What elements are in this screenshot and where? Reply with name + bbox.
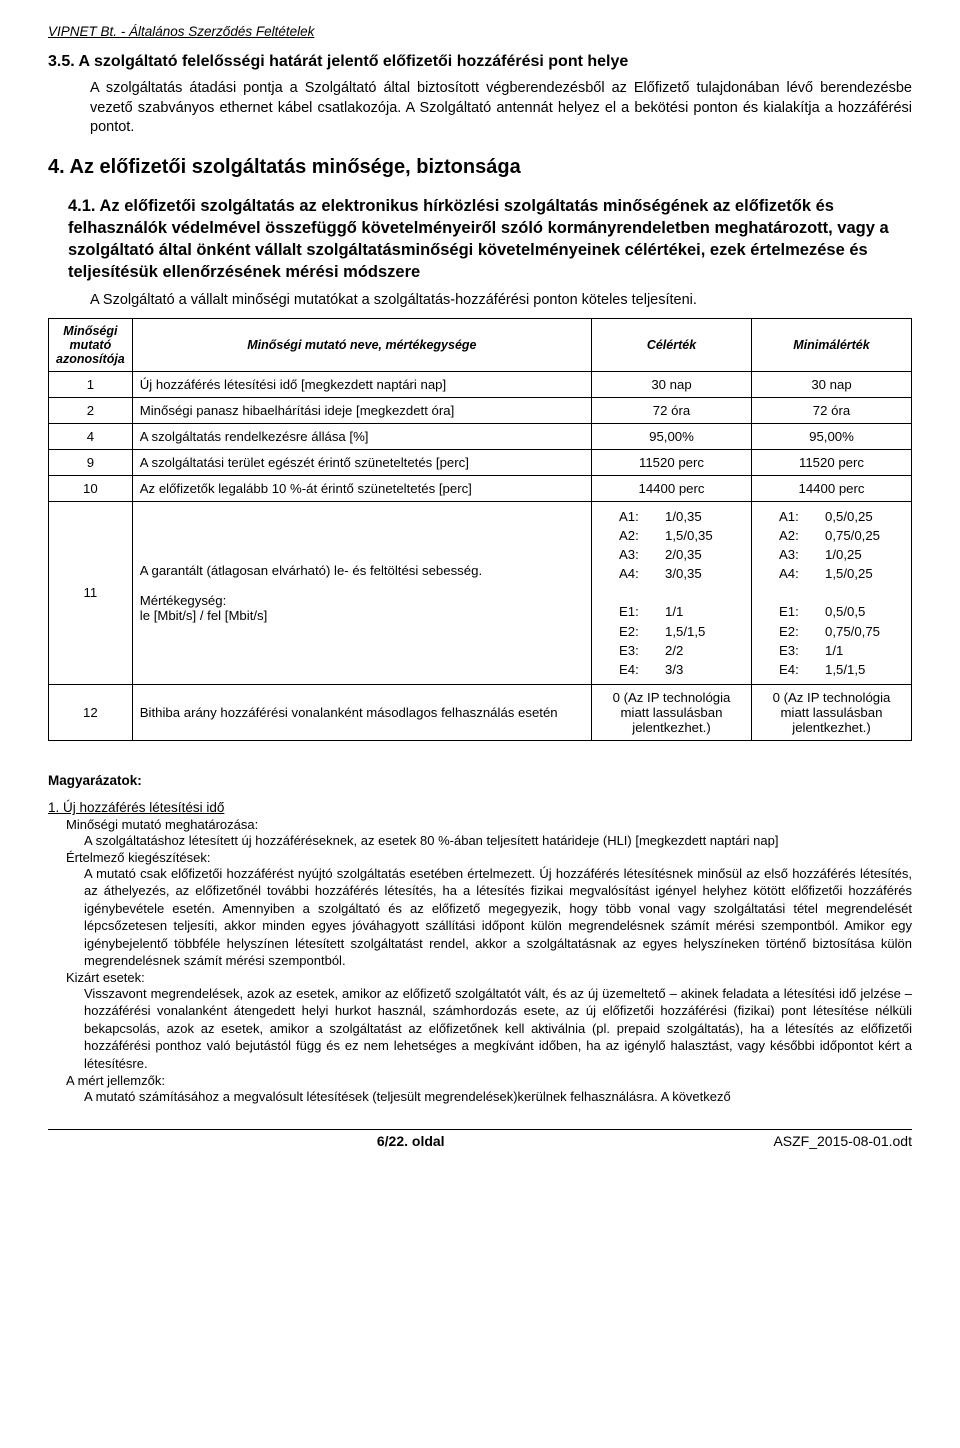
table-row: 2Minőségi panasz hibaelhárítási ideje [m… [49,397,912,423]
col-id: Minőségi mutató azonosítója [49,318,133,371]
exp-1-heading: 1. Új hozzáférés létesítési idő [48,800,912,815]
cell-min: 72 óra [752,397,912,423]
exp-1-sub4: A mért jellemzők: [66,1073,912,1088]
col-min: Minimálérték [752,318,912,371]
cell-target: 11520 perc [592,449,752,475]
table-header-row: Minőségi mutató azonosítója Minőségi mut… [49,318,912,371]
section-4-title: 4. Az előfizetői szolgáltatás minősége, … [48,156,912,179]
cell-id: 11 [49,501,133,684]
exp-1-sub1: Minőségi mutató meghatározása: [66,817,912,832]
cell-target: 14400 perc [592,475,752,501]
table-row: 1Új hozzáférés létesítési idő [megkezdet… [49,371,912,397]
cell-min: 0 (Az IP technológia miatt lassulásban j… [752,685,912,741]
table-row: 11A garantált (átlagosan elvárható) le- … [49,501,912,684]
cell-min: 14400 perc [752,475,912,501]
cell-id: 9 [49,449,133,475]
cell-target: 30 nap [592,371,752,397]
cell-target: 72 óra [592,397,752,423]
exp-1-sub2: Értelmező kiegészítések: [66,850,912,865]
exp-1-body3: Visszavont megrendelések, azok az esetek… [84,985,912,1073]
quality-table: Minőségi mutató azonosítója Minőségi mut… [48,318,912,741]
section-3-5-title: 3.5. A szolgáltató felelősségi határát j… [48,53,912,71]
section-4-1-title: 4.1. Az előfizetői szolgáltatás az elekt… [68,195,912,284]
section-3-5-body: A szolgáltatás átadási pontja a Szolgált… [90,79,912,138]
cell-id: 1 [49,371,133,397]
footer-filename: ASZF_2015-08-01.odt [773,1133,912,1149]
cell-name: A szolgáltatási terület egészét érintő s… [132,449,591,475]
exp-1-body2: A mutató csak előfizetői hozzáférést nyú… [84,865,912,970]
section-4-1-body: A Szolgáltató a vállalt minőségi mutatók… [90,292,912,308]
footer-page-num: 6/22. oldal [377,1133,445,1149]
cell-id: 4 [49,423,133,449]
page-footer: 6/22. oldal ASZF_2015-08-01.odt [48,1129,912,1149]
col-name: Minőségi mutató neve, mértékegysége [132,318,591,371]
cell-name: Új hozzáférés létesítési idő [megkezdett… [132,371,591,397]
cell-name: A szolgáltatás rendelkezésre állása [%] [132,423,591,449]
cell-target: 95,00% [592,423,752,449]
cell-name: Minőségi panasz hibaelhárítási ideje [me… [132,397,591,423]
cell-name: Bithiba arány hozzáférési vonalanként má… [132,685,591,741]
cell-id: 10 [49,475,133,501]
table-row: 9A szolgáltatási terület egészét érintő … [49,449,912,475]
cell-id: 12 [49,685,133,741]
cell-name: Az előfizetők legalább 10 %-át érintő sz… [132,475,591,501]
table-row: 12Bithiba arány hozzáférési vonalanként … [49,685,912,741]
cell-min: 11520 perc [752,449,912,475]
table-row: 4A szolgáltatás rendelkezésre állása [%]… [49,423,912,449]
explanations-title: Magyarázatok: [48,773,912,788]
cell-id: 2 [49,397,133,423]
col-target: Célérték [592,318,752,371]
exp-1-body4: A mutató számításához a megvalósult léte… [84,1088,912,1106]
exp-1-sub3: Kizárt esetek: [66,970,912,985]
cell-name: A garantált (átlagosan elvárható) le- és… [132,501,591,684]
page-header: VIPNET Bt. - Általános Szerződés Feltéte… [48,24,912,39]
cell-min: 30 nap [752,371,912,397]
cell-min: 95,00% [752,423,912,449]
cell-min: A1:0,5/0,25A2:0,75/0,25A3:1/0,25A4:1,5/0… [752,501,912,684]
exp-1-body1: A szolgáltatáshoz létesített új hozzáfér… [84,832,912,850]
cell-target: 0 (Az IP technológia miatt lassulásban j… [592,685,752,741]
table-row: 10Az előfizetők legalább 10 %-át érintő … [49,475,912,501]
cell-target: A1:1/0,35A2:1,5/0,35A3:2/0,35A4:3/0,35 E… [592,501,752,684]
